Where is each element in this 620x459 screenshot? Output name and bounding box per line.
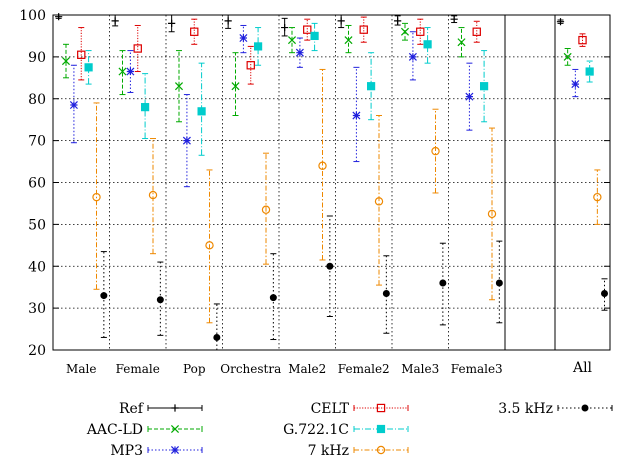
legend-item: 7 kHz	[308, 443, 408, 459]
data-point	[496, 280, 502, 286]
data-point	[451, 16, 458, 23]
data-point	[586, 68, 593, 75]
legend-label: 3.5 kHz	[498, 401, 553, 417]
data-point	[311, 32, 318, 39]
data-point	[473, 28, 480, 35]
legend-label: 7 kHz	[308, 443, 349, 459]
data-point	[270, 295, 276, 301]
data-point	[101, 293, 107, 299]
legend-marker	[582, 405, 588, 411]
series-7-khz	[93, 69, 601, 322]
y-tick-label: 60	[28, 176, 46, 192]
data-point	[327, 263, 333, 269]
data-point	[240, 34, 247, 41]
y-tick-label: 90	[28, 50, 46, 66]
x-category-label: Female3	[451, 362, 503, 376]
y-tick-label: 50	[28, 217, 46, 233]
data-point	[134, 45, 141, 52]
data-point	[225, 17, 232, 24]
data-point	[85, 64, 92, 71]
data-point	[281, 24, 288, 31]
data-point	[112, 17, 119, 24]
data-point	[70, 101, 77, 108]
legend-label: G.722.1C	[283, 422, 349, 438]
data-point	[572, 80, 579, 87]
data-point	[254, 43, 261, 50]
x-category-label: Male	[66, 362, 96, 376]
grid	[53, 15, 610, 350]
series-3-5-khz	[101, 216, 608, 350]
data-point	[401, 28, 408, 35]
data-point	[183, 137, 190, 144]
series-ref	[55, 13, 564, 36]
legend-item: AAC-LD	[86, 422, 202, 438]
y-tick-label: 100	[19, 8, 46, 24]
data-point	[127, 68, 134, 75]
data-point	[383, 290, 389, 296]
data-point	[360, 26, 367, 33]
data-point	[296, 49, 303, 56]
data-point	[466, 93, 473, 100]
data-point	[55, 13, 62, 20]
series-celt	[78, 17, 586, 84]
data-point	[480, 83, 487, 90]
data-point	[353, 112, 360, 119]
data-point	[214, 334, 220, 340]
legend-label: AAC-LD	[86, 422, 143, 438]
legend-marker	[171, 404, 178, 411]
data-point	[191, 28, 198, 35]
data-point	[394, 17, 401, 24]
x-category-label: Pop	[183, 362, 206, 376]
y-tick-label: 20	[28, 343, 46, 359]
legend-marker	[171, 446, 178, 453]
data-point	[424, 41, 431, 48]
x-category-label: All	[572, 360, 593, 376]
x-category-label: Orchestra	[220, 362, 281, 376]
x-category-label: Male2	[288, 362, 326, 376]
x-category-label: Female2	[338, 362, 390, 376]
y-tick-label: 40	[28, 259, 46, 275]
series-g-722-1c	[85, 23, 593, 155]
data-point	[440, 280, 446, 286]
x-category-label: Male3	[401, 362, 439, 376]
legend-label: Ref	[119, 401, 145, 417]
data-point	[367, 83, 374, 90]
legend-marker	[377, 425, 384, 432]
data-point	[557, 18, 564, 25]
data-point	[198, 108, 205, 115]
data-point	[304, 26, 311, 33]
legend-item: CELT	[311, 401, 408, 417]
y-tick-label: 70	[28, 134, 46, 150]
y-tick-label: 30	[28, 301, 46, 317]
data-point	[141, 104, 148, 111]
data-point	[409, 53, 416, 60]
legend-item: 3.5 kHz	[498, 401, 612, 417]
legend-label: MP3	[110, 443, 143, 459]
legend-label: CELT	[311, 401, 350, 417]
legend-item: G.722.1C	[283, 422, 408, 438]
legend-item: MP3	[110, 443, 202, 459]
data-point	[338, 17, 345, 24]
data-point	[168, 20, 175, 27]
legend: Ref AAC-LD MP3 CELT G.722.1C 7 kHz 3.5 kHz	[86, 401, 612, 459]
data-point	[602, 290, 608, 296]
data-point	[417, 28, 424, 35]
data-point	[157, 297, 163, 303]
y-tick-label: 80	[28, 92, 46, 108]
legend-item: Ref	[119, 401, 202, 417]
x-category-label: Female	[116, 362, 160, 376]
